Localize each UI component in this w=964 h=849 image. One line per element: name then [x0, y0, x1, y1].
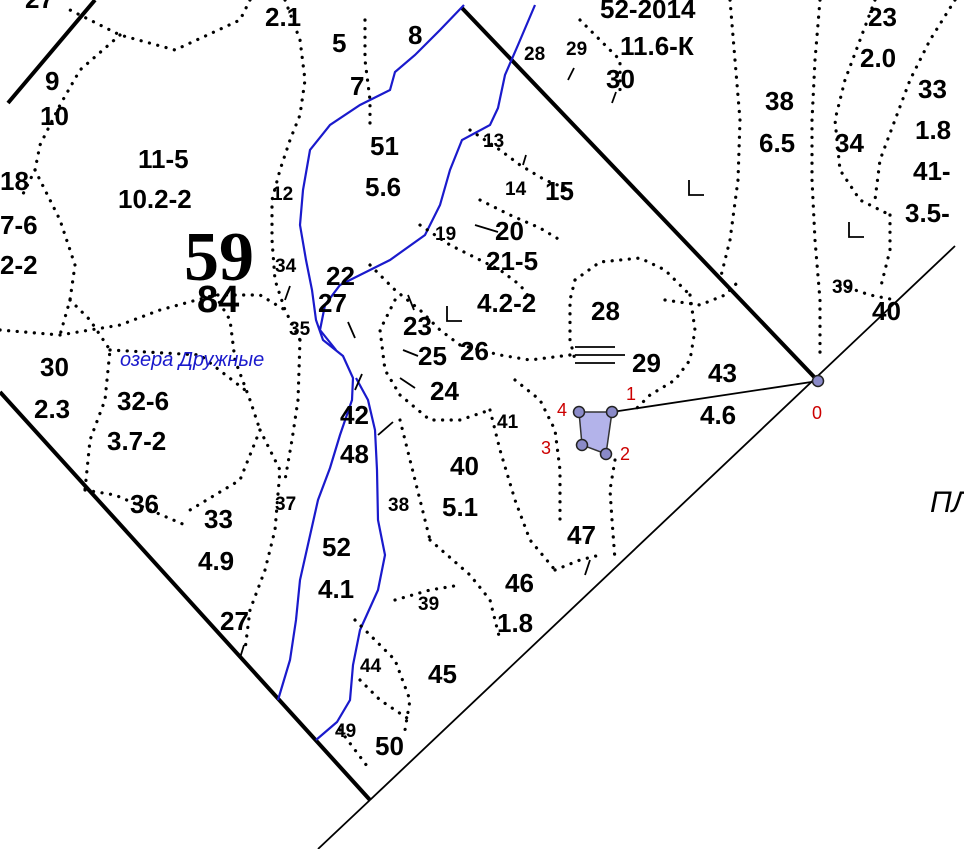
section-small: 30 — [606, 64, 635, 94]
section-small: 20 — [495, 216, 524, 246]
section-number: 11-5 — [138, 144, 189, 174]
plot-vertex-3[interactable] — [575, 438, 589, 452]
section-small: 19 — [435, 224, 456, 245]
section-small: 24 — [430, 376, 459, 406]
section-number: 41- — [913, 156, 951, 186]
lake-label: озера Дружные — [120, 349, 264, 371]
section-info: 10.2-2 — [118, 184, 192, 214]
section-info: 3.5- — [905, 198, 950, 228]
section-small: 2.1 — [265, 2, 301, 32]
section-small: 49 — [335, 721, 356, 742]
quarter-number: 59 — [184, 219, 254, 296]
section-small: 28 — [591, 296, 620, 326]
section-small: 36 — [130, 489, 159, 519]
section-number: 43 — [708, 358, 737, 388]
section-small: 5 — [332, 28, 346, 58]
section-number: 9 — [45, 66, 59, 96]
section-info: 4.9 — [198, 546, 234, 576]
cut-label: ПЛ — [930, 486, 964, 519]
section-info: 1.8 — [915, 115, 951, 145]
plot-vertex-2[interactable] — [599, 447, 613, 461]
section-small: 23 — [403, 311, 432, 341]
tick-marks — [239, 67, 625, 659]
quarter-area: 84 — [197, 279, 239, 321]
section-small: 26 — [460, 336, 489, 366]
point-label-1: 1 — [626, 384, 636, 404]
section-number: 51 — [370, 131, 399, 161]
plot-vertex-4[interactable] — [572, 405, 586, 419]
section-small: 39 — [832, 277, 853, 298]
section-number: 40 — [450, 451, 479, 481]
section-number: 46 — [505, 568, 534, 598]
section-small: 27 — [318, 288, 347, 318]
section-small: 18 — [0, 166, 29, 196]
section-small: 27 — [220, 606, 249, 636]
section-number: 33 — [204, 504, 233, 534]
section-small: 37 — [275, 494, 296, 515]
section-labels: 51 5.6 11-5 10.2-2 21-5 4.2-2 43 4.6 40 … — [34, 0, 951, 638]
section-small: 28 — [524, 44, 545, 65]
section-small: 35 — [289, 319, 311, 340]
section-small: 40 — [872, 296, 901, 326]
section-number: 23 — [868, 2, 897, 32]
point-labels: 1 2 3 4 0 — [541, 384, 822, 464]
small-section-numbers: 8 7 5 2.1 27 12 34 35 22 27 23 25 26 24 … — [0, 0, 901, 761]
section-small: 25 — [418, 341, 447, 371]
section-small: 14 — [505, 179, 527, 200]
section-info: 4.1 — [318, 574, 354, 604]
section-small: 7-6 — [0, 210, 38, 240]
tie-point-0[interactable] — [811, 374, 825, 388]
section-info: 3.7-2 — [107, 426, 166, 456]
section-small: 44 — [360, 656, 382, 677]
section-small: 41 — [497, 412, 519, 433]
section-small: 2-2 — [0, 250, 38, 280]
section-info: 10 — [40, 101, 69, 131]
section-info: 2.0 — [860, 43, 896, 73]
plot-vertex-1[interactable] — [605, 405, 619, 419]
section-boundaries — [0, 0, 957, 772]
section-number: 32-6 — [117, 386, 169, 416]
section-number: 52-2014 — [600, 0, 696, 24]
section-small: 12 — [272, 184, 293, 205]
section-small: 34 — [275, 256, 297, 277]
section-number: 33 — [918, 74, 947, 104]
section-info: 1.8 — [497, 608, 533, 638]
point-label-4: 4 — [557, 400, 567, 420]
section-small: 47 — [567, 520, 596, 550]
section-small: 29 — [632, 348, 661, 378]
section-info: 4.2-2 — [477, 288, 536, 318]
section-number: 38 — [765, 86, 794, 116]
section-small: 50 — [375, 731, 404, 761]
section-number: 11.6-К — [620, 31, 694, 61]
section-small: 22 — [326, 261, 355, 291]
section-number: 52 — [322, 532, 351, 562]
section-info: 5.1 — [442, 492, 478, 522]
section-small: 13 — [483, 131, 504, 152]
point-label-3: 3 — [541, 438, 551, 458]
point-label-2: 2 — [620, 444, 630, 464]
section-number: 42 — [340, 400, 369, 430]
plot-polygon[interactable] — [572, 374, 825, 461]
section-small: 39 — [418, 594, 439, 615]
section-small: 38 — [388, 495, 409, 516]
section-info: 4.6 — [700, 400, 736, 430]
rivers — [276, 4, 537, 741]
section-small: 8 — [408, 20, 422, 50]
section-info: 6.5 — [759, 128, 795, 158]
section-number: 21-5 — [486, 246, 538, 276]
section-info: 5.6 — [365, 172, 401, 202]
section-number: 30 — [40, 352, 69, 382]
section-info: 48 — [340, 439, 369, 469]
section-small: 15 — [545, 176, 574, 206]
section-small: 34 — [835, 128, 864, 158]
section-info: 2.3 — [34, 394, 70, 424]
section-small: 27 — [25, 0, 54, 14]
section-small: 45 — [428, 659, 457, 689]
section-small: 29 — [566, 39, 587, 60]
point-label-0: 0 — [812, 403, 822, 423]
section-small: 7 — [350, 71, 364, 101]
